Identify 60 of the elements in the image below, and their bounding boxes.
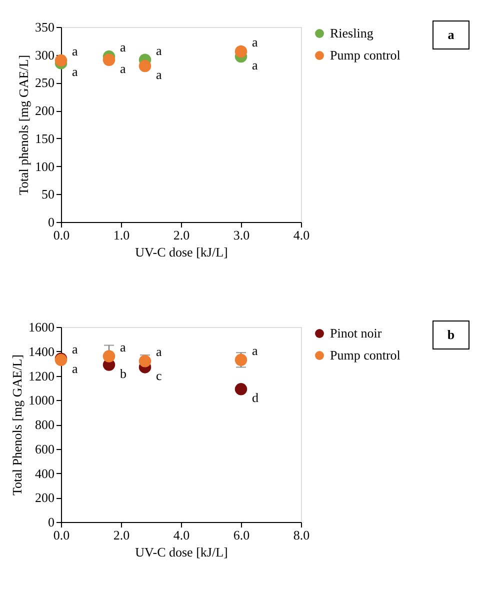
point bbox=[138, 355, 152, 368]
y-tick-label: 150 bbox=[35, 130, 54, 146]
y-tick-label: 200 bbox=[35, 103, 54, 118]
annotation: c bbox=[156, 368, 162, 384]
annotation: a bbox=[120, 40, 126, 55]
y-tick-label: 200 bbox=[35, 490, 54, 506]
y-tick-label: 600 bbox=[35, 441, 54, 456]
x-tick-label: 4.0 bbox=[293, 228, 310, 242]
x-tick-label: 6.0 bbox=[233, 528, 250, 542]
annotation: a bbox=[72, 64, 78, 80]
legend-label: Riesling bbox=[330, 26, 374, 40]
y-tick-label: 250 bbox=[35, 75, 54, 90]
point bbox=[102, 350, 116, 362]
annotation: a bbox=[72, 342, 78, 357]
x-axis-title: UV-C dose [kJ/L] bbox=[135, 544, 228, 560]
annotation: b bbox=[120, 366, 126, 381]
x-tick-label: 2.0 bbox=[113, 528, 130, 542]
x-tick-label: 2.0 bbox=[173, 228, 190, 242]
x-tick-label: 0.0 bbox=[53, 528, 70, 542]
legend-label: Pump control bbox=[330, 48, 401, 62]
annotation: a bbox=[72, 43, 78, 58]
point bbox=[234, 45, 248, 58]
point bbox=[234, 383, 248, 396]
y-tick-label: 800 bbox=[35, 417, 54, 432]
y-tick-label: 50 bbox=[42, 186, 54, 202]
y-tick-label: 0 bbox=[48, 514, 54, 530]
y-tick-label: 300 bbox=[35, 47, 54, 62]
y-tick-label: 0 bbox=[48, 214, 54, 230]
y-tick-label: 1400 bbox=[28, 344, 54, 359]
annotation: a bbox=[252, 342, 258, 358]
annotation: a bbox=[156, 344, 162, 360]
annotation: a bbox=[252, 58, 258, 73]
x-tick-label: 8.0 bbox=[293, 528, 310, 542]
annotation: d bbox=[252, 390, 259, 406]
annotation: a bbox=[156, 42, 162, 58]
point bbox=[102, 54, 116, 66]
y-tick-label: 100 bbox=[35, 158, 54, 174]
legend-label: Pinot noir bbox=[330, 326, 382, 340]
legend-label: Pump control bbox=[330, 348, 401, 362]
point bbox=[54, 54, 68, 67]
x-axis-title: UV-C dose [kJ/L] bbox=[135, 244, 228, 260]
point bbox=[138, 60, 152, 72]
annotation: a bbox=[156, 67, 162, 82]
text: b bbox=[447, 327, 455, 342]
y-tick-label: 350 bbox=[35, 20, 54, 34]
y-axis-title: Total Phenols [mg GAE/L] bbox=[10, 354, 24, 496]
annotation: a bbox=[120, 339, 126, 354]
x-tick-label: 4.0 bbox=[173, 528, 190, 542]
y-tick-label: 400 bbox=[35, 466, 54, 481]
x-tick-label: 1.0 bbox=[113, 228, 130, 242]
y-tick-label: 1600 bbox=[28, 320, 54, 334]
y-tick-label: 1000 bbox=[28, 392, 54, 408]
x-tick-label: 0.0 bbox=[53, 228, 70, 242]
y-axis-title: Total phenols [mg GAE/L] bbox=[16, 54, 31, 196]
annotation: a bbox=[72, 360, 78, 376]
text: a bbox=[448, 27, 455, 42]
y-tick-label: 1200 bbox=[28, 368, 54, 384]
annotation: a bbox=[252, 34, 258, 50]
annotation: a bbox=[120, 60, 126, 76]
x-tick-label: 3.0 bbox=[233, 228, 250, 242]
